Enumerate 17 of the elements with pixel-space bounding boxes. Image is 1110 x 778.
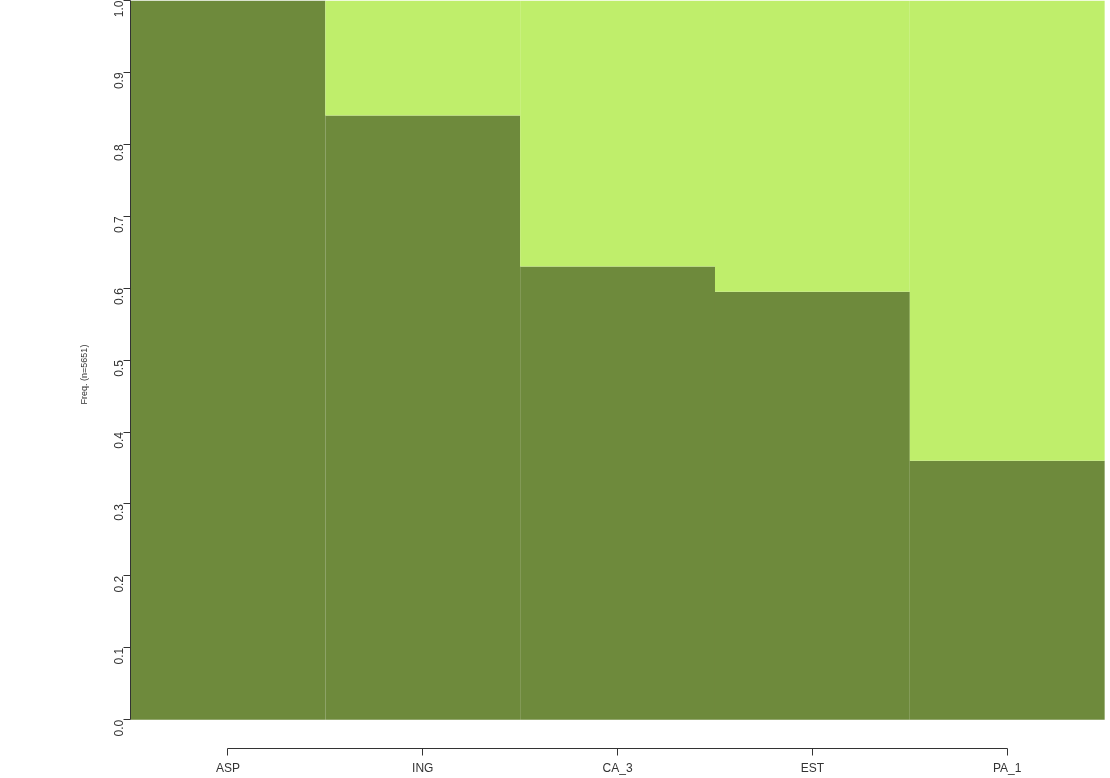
y-tick-label: 0.2	[112, 575, 126, 593]
y-axis-title: Freq. (n=5651)	[78, 344, 89, 405]
y-tick-label: 0.7	[112, 215, 126, 233]
x-tick-label: EST	[800, 760, 825, 775]
y-tick-label: 0.9	[112, 72, 126, 90]
y-tick-label: 0.0	[112, 719, 126, 737]
x-tick-label: ASP	[215, 760, 240, 775]
y-tick-label: 0.5	[112, 359, 126, 377]
x-tick-label: PA_1	[993, 760, 1022, 775]
y-tick-label: 0.8	[112, 144, 126, 162]
y-tick-label: 0.6	[112, 287, 126, 305]
y-tick-label: 1.0	[112, 0, 126, 18]
y-tick-label: 0.3	[112, 503, 126, 521]
x-tick-label: ING	[412, 760, 434, 775]
y-tick-label: 0.1	[112, 647, 126, 665]
y-tick-label: 0.4	[112, 431, 126, 449]
x-tick-label: CA_3	[602, 760, 633, 775]
